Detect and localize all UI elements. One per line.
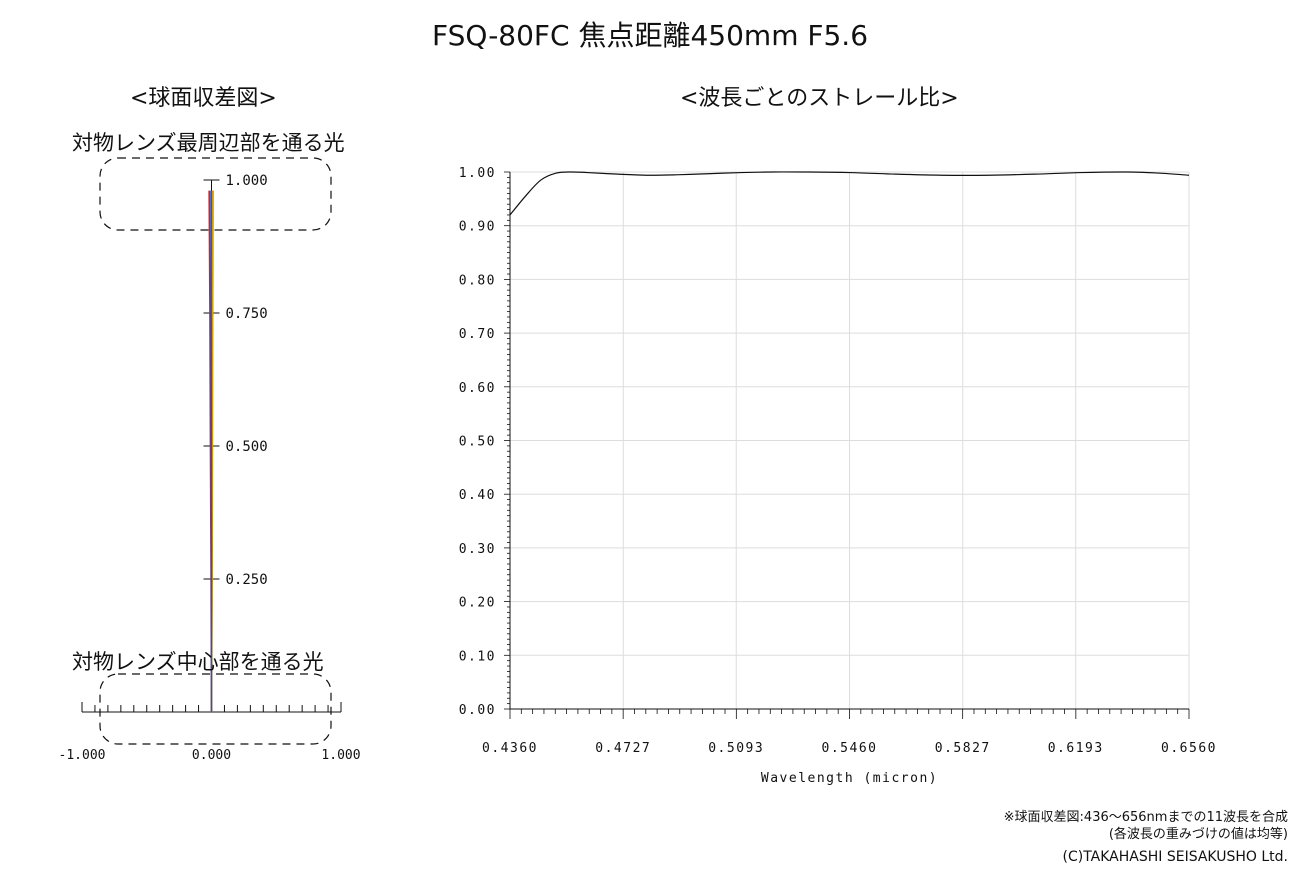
edge-ray-highlight-box	[99, 157, 332, 231]
page-title: FSQ-80FC 焦点距離450mm F5.6	[431, 19, 869, 52]
y-tick-label: 0.250	[226, 572, 268, 588]
x-tick-label: 0.5460	[822, 741, 878, 756]
x-tick-label: 1.000	[321, 748, 360, 763]
x-tick-label: 0.6193	[1048, 741, 1104, 756]
y-tick-label: 0.50	[459, 435, 496, 450]
y-tick-label: 0.00	[459, 703, 496, 718]
y-tick-label: 1.00	[459, 166, 496, 181]
y-tick-label: 0.90	[459, 220, 496, 235]
y-tick-label: 0.80	[459, 273, 496, 288]
x-tick-label: 0.4727	[595, 741, 651, 756]
y-tick-label: 0.10	[459, 649, 496, 664]
y-tick-label: 0.70	[459, 327, 496, 342]
center-ray-annotation: 対物レンズ中心部を通る光	[72, 650, 324, 674]
x-tick-label: 0.4360	[482, 741, 538, 756]
spherical-aberration-chart: -1.000 0.000 1.000 0.250 0.500 0.750 1.000	[59, 157, 361, 763]
strehl-ratio-curve	[509, 171, 1190, 216]
y-tick-label: 0.500	[226, 439, 268, 455]
y-tick-label: 0.750	[226, 306, 268, 322]
y-tick-label: 0.20	[459, 596, 496, 611]
center-ray-highlight-box	[99, 673, 332, 745]
edge-ray-annotation: 対物レンズ最周辺部を通る光	[72, 131, 345, 155]
x-tick-label: 0.5093	[708, 741, 764, 756]
weighting-note: (各波長の重みづけの値は均等)	[1108, 827, 1288, 842]
aberration-curve	[210, 190, 213, 713]
x-tick-label: 0.6560	[1161, 741, 1217, 756]
strehl-ratio-chart: 0.00 0.10 0.20 0.30 0.40 0.50 0.60 0.70 0.80 0.90…	[459, 166, 1217, 786]
spherical-aberration-subtitle: <球面収差図>	[130, 86, 277, 111]
strehl-ratio-subtitle: <波長ごとのストレール比>	[680, 86, 959, 111]
y-tick-label: 0.60	[459, 381, 496, 396]
copyright-text: (C)TAKAHASHI SEISAKUSHO Ltd.	[1062, 849, 1289, 865]
x-tick-label: 0.5827	[935, 741, 991, 756]
x-tick-label: -1.000	[59, 748, 106, 763]
y-tick-label: 0.40	[459, 488, 496, 503]
wavelength-note: ※球面収差図:436〜656nmまでの11波長を合成	[1003, 810, 1288, 825]
x-axis-title: Wavelength (micron)	[761, 771, 938, 786]
x-tick-label: 0.000	[192, 748, 231, 763]
y-tick-label: 1.000	[226, 173, 268, 189]
y-tick-label: 0.30	[459, 542, 496, 557]
